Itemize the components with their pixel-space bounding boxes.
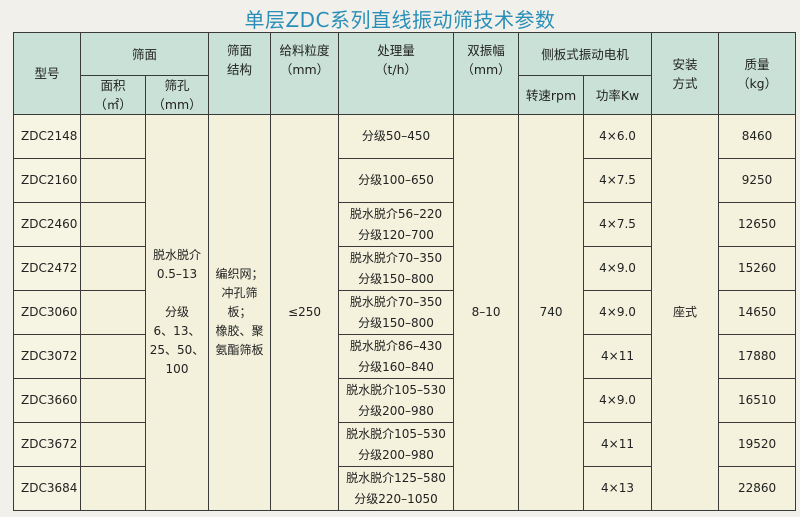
capacity-cell: 脱水脱介105–530 分级200–980	[338, 378, 455, 423]
table-row: ZDC2460 脱水脱介56–220 分级120–700 4×7.5 12650	[13, 202, 797, 247]
mass-cell: 14650	[718, 290, 797, 335]
header-amplitude: 双振幅 （mm）	[453, 32, 520, 115]
amplitude-cell: 8–10	[453, 114, 520, 511]
structure-cell: 编织网； 冲孔筛 板； 橡胶、聚 氨酯筛板	[208, 114, 272, 511]
header-motor: 侧板式振动电机	[518, 32, 653, 76]
model-cell: ZDC2160	[13, 158, 81, 203]
model-cell: ZDC3684	[13, 466, 81, 511]
header-power: 功率Kw	[583, 75, 653, 115]
model-cell: ZDC3660	[13, 378, 81, 423]
area-cell	[80, 202, 146, 247]
model-cell: ZDC3072	[13, 334, 81, 379]
table-row: ZDC3660 脱水脱介105–530 分级200–980 4×9.0 16510	[13, 378, 797, 423]
capacity-cell: 分级100–650	[338, 158, 455, 203]
area-cell	[80, 158, 146, 203]
capacity-cell: 脱水脱介86–430 分级160–840	[338, 334, 455, 379]
table-row: ZDC2148 脱水脱介 0.5–13 分级 6、13、 25、50、 100 编织网； 冲孔筛…	[13, 114, 797, 511]
mounting-cell: 座式	[651, 114, 720, 511]
capacity-cell: 脱水脱介70–350 分级150–800	[338, 246, 455, 291]
power-cell: 4×7.5	[583, 158, 653, 203]
feed-size-cell: ≤250	[270, 114, 340, 511]
area-cell	[80, 114, 146, 159]
mass-cell: 19520	[718, 422, 797, 467]
power-cell: 4×9.0	[583, 378, 653, 423]
spec-table: 型号 筛面 筛面 结构 给料粒度 （mm） 处理量 （t/h） 双振幅 （mm） 侧板式…	[13, 32, 797, 511]
mass-cell: 9250	[718, 158, 797, 203]
header-capacity: 处理量 （t/h）	[338, 32, 455, 115]
area-cell	[80, 422, 146, 467]
mass-cell: 22860	[718, 466, 797, 511]
model-cell: ZDC3060	[13, 290, 81, 335]
power-cell: 4×9.0	[583, 246, 653, 291]
model-cell: ZDC2148	[13, 114, 81, 159]
aperture-cell: 脱水脱介 0.5–13 分级 6、13、 25、50、 100	[144, 114, 210, 511]
power-cell: 4×6.0	[583, 114, 653, 159]
power-cell: 4×11	[583, 334, 653, 379]
area-cell	[80, 378, 146, 423]
table-row: ZDC3072 脱水脱介86–430 分级160–840 4×11 17880	[13, 334, 797, 379]
capacity-cell: 脱水脱介105–530 分级200–980	[338, 422, 455, 467]
power-cell: 4×13	[583, 466, 653, 511]
mass-cell: 15260	[718, 246, 797, 291]
capacity-cell: 脱水脱介56–220 分级120–700	[338, 202, 455, 247]
header-area: 面积 （㎡）	[80, 75, 146, 115]
model-cell: ZDC3672	[13, 422, 81, 467]
power-cell: 4×11	[583, 422, 653, 467]
header-aperture: 筛孔 （mm）	[144, 75, 210, 115]
capacity-cell: 脱水脱介70–350 分级150–800	[338, 290, 455, 335]
speed-cell: 740	[518, 114, 585, 511]
mass-cell: 16510	[718, 378, 797, 423]
area-cell	[80, 246, 146, 291]
area-cell	[80, 334, 146, 379]
capacity-cell: 分级50–450	[338, 114, 455, 159]
header-model: 型号	[13, 32, 81, 115]
mass-cell: 12650	[718, 202, 797, 247]
area-cell	[80, 290, 146, 335]
header-screen-surface: 筛面	[79, 32, 210, 76]
capacity-cell: 脱水脱介125–580 分级220–1050	[338, 466, 455, 511]
table-row: ZDC3060 脱水脱介70–350 分级150–800 4×9.0 14650	[13, 290, 797, 335]
page-title: 单层ZDC系列直线振动筛技术参数	[244, 8, 556, 32]
power-cell: 4×7.5	[583, 202, 653, 247]
power-cell: 4×9.0	[583, 290, 653, 335]
mass-cell: 8460	[718, 114, 797, 159]
model-cell: ZDC2472	[13, 246, 81, 291]
model-cell: ZDC2460	[13, 202, 81, 247]
header-feed-size: 给料粒度 （mm）	[270, 32, 340, 115]
header-structure: 筛面 结构	[208, 32, 272, 115]
header-mounting: 安装 方式	[651, 32, 720, 115]
header-speed: 转速rpm	[518, 75, 585, 115]
area-cell	[80, 466, 146, 511]
mass-cell: 17880	[718, 334, 797, 379]
table-row: ZDC3684 脱水脱介125–580 分级220–1050 4×13 22860	[13, 466, 797, 511]
table-row: ZDC3672 脱水脱介105–530 分级200–980 4×11 19520	[13, 422, 797, 467]
table-row: ZDC2160 分级100–650 4×7.5 9250	[13, 158, 797, 203]
header-mass: 质量 （kg）	[718, 32, 797, 115]
